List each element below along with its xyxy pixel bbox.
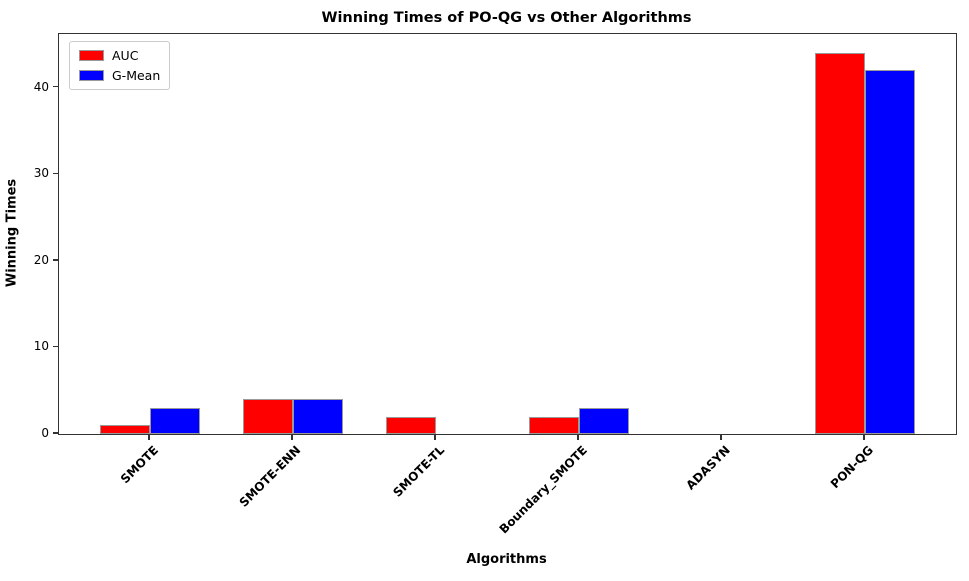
legend: AUC G-Mean	[69, 41, 171, 90]
y-axis-label: Winning Times	[4, 178, 20, 288]
bar-auc-smote-enn	[242, 399, 293, 434]
bar-g-mean-smote-enn	[292, 399, 343, 434]
y-tick-mark	[53, 432, 58, 434]
x-tick-mark	[863, 434, 865, 440]
legend-label-g-mean: G-Mean	[112, 68, 161, 83]
x-tick-mark	[291, 434, 293, 440]
y-tick-mark	[53, 345, 58, 348]
plot-area: AUC G-Mean	[58, 33, 957, 435]
x-tick-label-pon-qg: PON-QG	[827, 443, 877, 492]
bar-g-mean-pon-qg	[865, 70, 916, 434]
x-axis-label: Algorithms	[466, 552, 547, 567]
y-tick-label: 0	[41, 426, 49, 440]
legend-swatch-auc	[79, 50, 104, 61]
y-tick-label: 20	[33, 252, 49, 267]
legend-label-auc: AUC	[112, 48, 139, 63]
x-tick-label-smote-tl: SMOTE-TL	[390, 443, 447, 500]
x-tick-label-adasyn: ADASYN	[683, 443, 734, 493]
legend-swatch-g-mean	[79, 70, 104, 81]
bar-auc-smote-tl	[385, 416, 436, 434]
bar-g-mean-boundary-smote	[579, 408, 630, 434]
x-tick-mark	[148, 434, 150, 440]
x-tick-label-smote: SMOTE	[117, 443, 161, 487]
y-tick-label: 30	[33, 166, 49, 181]
x-tick-label-smote-enn: SMOTE-ENN	[237, 443, 304, 510]
x-tick-mark	[577, 434, 579, 440]
legend-item-auc: AUC	[79, 48, 160, 63]
y-tick-mark	[53, 259, 58, 261]
x-tick-mark	[720, 434, 722, 440]
y-tick-label: 40	[33, 79, 49, 94]
y-tick-label: 10	[33, 339, 49, 354]
y-tick-mark	[53, 85, 58, 88]
bar-auc-boundary-smote	[529, 416, 580, 434]
chart-title: Winning Times of PO-QG vs Other Algorith…	[321, 10, 692, 26]
bar-auc-smote	[99, 425, 150, 434]
y-tick-mark	[53, 172, 58, 174]
legend-item-g-mean: G-Mean	[79, 68, 160, 83]
x-tick-mark	[434, 434, 436, 440]
x-tick-label-boundary-smote: Boundary_SMOTE	[496, 443, 590, 537]
bar-g-mean-smote	[149, 408, 200, 434]
bar-auc-pon-qg	[815, 53, 866, 434]
